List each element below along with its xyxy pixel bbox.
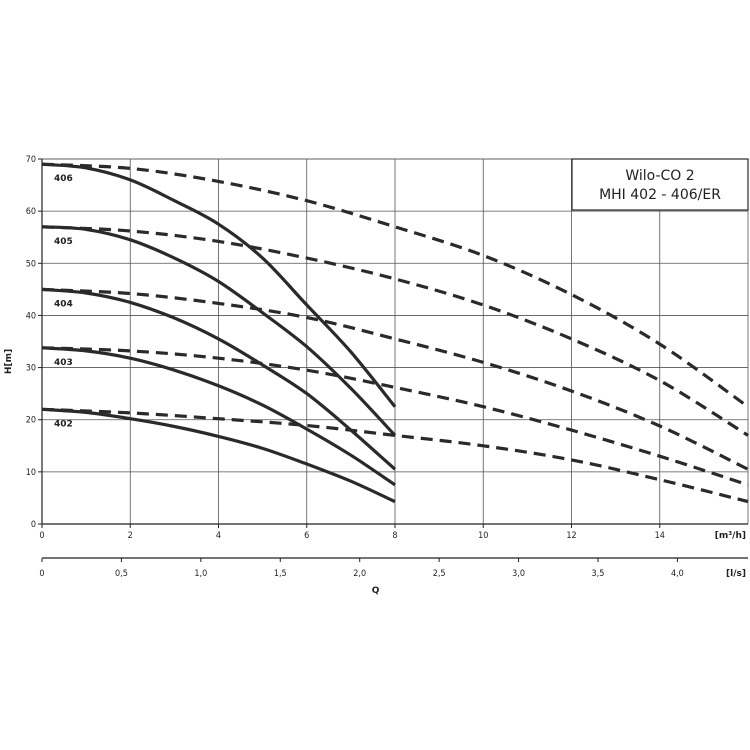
x-tick-label-bottom: 0,5 [115,569,128,579]
curve-403-dashed [41,346,749,487]
x-tick-label-top: 2 [128,531,133,541]
curve-403-solid [41,346,396,487]
x-tick-label-bottom: 2,5 [433,569,446,579]
curves [41,162,749,504]
curve-label-404: 404 [54,299,73,309]
y-tick-label: 60 [26,207,36,217]
x-tick-label-bottom: 0 [39,569,44,579]
y-axis-title: H[m] [4,349,14,374]
grid-lines [42,158,749,524]
title-box-frame [571,158,749,211]
x-tick-label-bottom: 3,0 [512,569,525,579]
curve-406-dashed [41,162,749,409]
curve-404-dashed [41,287,749,471]
y-tick-label: 20 [26,416,36,426]
title-line-1: Wilo-CO 2 [625,168,694,184]
y-tick-label: 10 [26,468,36,478]
x-unit-top: [m³/h] [715,531,746,541]
x-tick-label-bottom: 1,5 [274,569,287,579]
x-tick-label-top: 8 [392,531,397,541]
x-tick-label-top: 4 [216,531,221,541]
x-axis-title: Q [372,586,380,596]
x-tick-label-top: 6 [304,531,309,541]
y-tick-label: 0 [31,520,36,530]
x-tick-label-top: 14 [655,531,665,541]
curve-406-solid [41,162,397,408]
curve-label-406: 406 [54,174,73,184]
y-tick-label: 30 [26,364,36,374]
curve-402-dashed [41,407,749,504]
x-tick-label-bottom: 1,0 [194,569,207,579]
axes [38,158,748,562]
x-tick-label-top: 10 [478,531,488,541]
curve-405-dashed [41,225,749,437]
curve-402-solid [41,407,396,504]
y-tick-label: 40 [26,311,36,321]
curve-405-solid [41,225,397,437]
curve-label-403: 403 [54,358,73,368]
x-tick-label-bottom: 2,0 [353,569,366,579]
y-tick-label: 70 [26,155,36,165]
x-tick-label-bottom: 3,5 [592,569,605,579]
x-tick-label-top: 12 [566,531,576,541]
y-tick-label: 50 [26,259,36,269]
curve-404-solid [41,287,397,471]
x-unit-bottom: [l/s] [726,569,746,579]
curve-label-402: 402 [54,419,73,429]
x-tick-label-bottom: 4,0 [671,569,684,579]
title-line-2: MHI 402 - 406/ER [599,187,721,203]
x-tick-label-top: 0 [39,531,44,541]
tick-labels: 0 10 20 30 40 50 60 70 0 2 4 6 8 10 12 14 0 0,5 1,0 1,5 2,0 2… [4,155,746,596]
curve-label-405: 405 [54,237,73,247]
title-box: Wilo-CO 2 MHI 402 - 406/ER [571,158,749,211]
